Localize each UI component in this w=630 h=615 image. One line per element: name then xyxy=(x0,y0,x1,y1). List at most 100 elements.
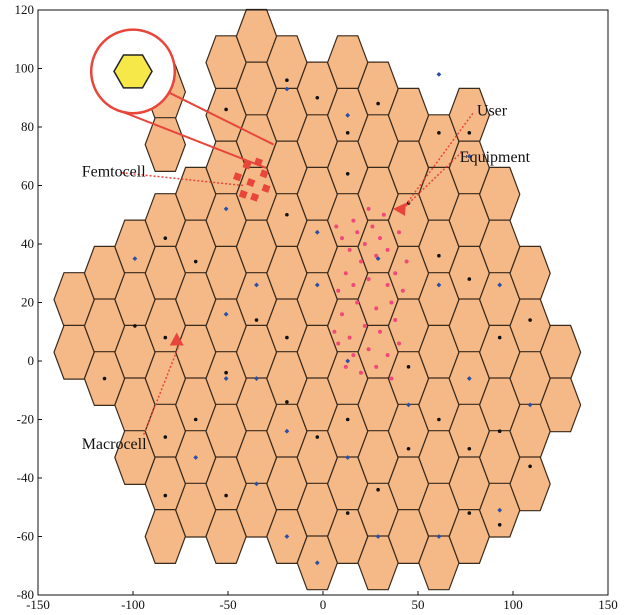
x-tick-label: -50 xyxy=(219,597,236,612)
hotspot-user-point xyxy=(336,288,341,293)
base-station-marker xyxy=(284,86,290,92)
user-equipment-point xyxy=(163,236,168,240)
hotspot-user-point xyxy=(359,259,363,264)
femtocell-marker xyxy=(246,178,256,188)
x-tick-label: 50 xyxy=(412,597,425,612)
base-station-marker xyxy=(223,206,229,212)
user-equipment-group xyxy=(102,78,532,527)
femtocell-hexagon-icon xyxy=(113,54,153,89)
annotation-label-femtocell: Femtocell xyxy=(82,164,147,181)
user-equipment-point xyxy=(163,335,168,340)
femtocell-marker xyxy=(238,189,248,199)
user-equipment-point xyxy=(224,370,228,375)
femtocell-group xyxy=(233,157,271,202)
user-equipment-point xyxy=(406,365,411,369)
macrocell-marker-triangle xyxy=(169,332,184,346)
base-station-marker xyxy=(254,376,259,381)
hotspot-user-point xyxy=(397,230,401,235)
user-equipment-point xyxy=(163,493,168,498)
y-tick-label: 80 xyxy=(21,119,34,134)
y-tick-label: 120 xyxy=(15,2,35,17)
x-tick-label: -100 xyxy=(121,597,145,612)
hotspot-user-point xyxy=(389,376,394,381)
hotspot-user-point xyxy=(397,341,401,346)
base-station-marker xyxy=(223,376,229,381)
user-equipment-point xyxy=(406,446,411,451)
hotspot-user-point xyxy=(374,364,379,369)
femtocell-marker xyxy=(250,192,260,202)
y-tick-label: -20 xyxy=(17,412,34,427)
hotspot-user-point xyxy=(334,224,339,229)
femtocell-marker xyxy=(261,183,271,193)
hotspot-user-point xyxy=(347,335,352,340)
user-equipment-point xyxy=(285,335,289,340)
base-station-marker xyxy=(466,153,472,159)
base-station-marker xyxy=(193,455,199,460)
macrocell-hexagon xyxy=(144,509,187,565)
hotspot-user-point xyxy=(389,300,394,305)
y-tick-label: 20 xyxy=(21,295,34,310)
x-tick-label: -150 xyxy=(26,597,50,612)
base-station-marker xyxy=(314,282,320,288)
x-tick-label: 100 xyxy=(503,597,523,612)
base-station-marker xyxy=(223,311,229,317)
base-station-marker xyxy=(254,282,259,288)
user-equipment-point xyxy=(376,487,380,492)
y-tick-label: 40 xyxy=(21,236,34,251)
hotspot-user-point xyxy=(385,247,390,252)
annotation-group: Femtocell Macrocell User Equipment xyxy=(82,28,531,453)
user-equipment-point xyxy=(497,523,502,527)
user-equipment-point xyxy=(437,131,441,135)
hotspot-user-point xyxy=(374,253,379,258)
y-tick-label: 0 xyxy=(28,353,35,368)
hotspot-user-point xyxy=(362,323,367,328)
user-equipment-point xyxy=(345,511,350,515)
user-equipment-point xyxy=(285,212,289,217)
user-equipment-marker-triangle xyxy=(392,202,406,216)
hotspot-user-point xyxy=(351,282,356,287)
macrocell-grid xyxy=(53,8,582,591)
user-equipment-point xyxy=(345,417,350,422)
y-tick-label: 60 xyxy=(21,178,34,193)
hotspot-user-point xyxy=(400,288,405,293)
hotspot-user-point xyxy=(347,247,352,252)
macrocell-hexagon xyxy=(509,456,551,512)
base-station-marker xyxy=(375,534,381,539)
hotspot-user-point xyxy=(355,230,360,235)
y-tick-label: -40 xyxy=(17,470,34,485)
x-tick-label: 0 xyxy=(320,597,327,612)
user-equipment-point xyxy=(224,493,228,498)
user-equipment-point xyxy=(467,511,472,515)
user-equipment-point xyxy=(467,446,472,451)
annotation-arrow-line xyxy=(121,171,244,187)
user-equipment-point xyxy=(285,78,289,82)
user-equipment-point xyxy=(528,318,532,322)
user-equipment-point xyxy=(224,107,228,112)
annotation-label-equipment: Equipment xyxy=(460,149,531,166)
hotspot-user-point xyxy=(340,236,344,241)
base-station-marker xyxy=(375,256,381,262)
base-station-marker xyxy=(527,402,533,408)
macrocell-hexagon xyxy=(144,117,187,172)
base-station-marker xyxy=(497,507,503,513)
hotspot-user-point xyxy=(359,370,363,375)
x-tick-label: 150 xyxy=(598,597,618,612)
base-station-marker xyxy=(284,534,290,539)
hotspot-user-point xyxy=(332,329,337,334)
user-equipment-point xyxy=(254,318,259,322)
annotation-label-user: User xyxy=(477,102,508,119)
femtocell-marker xyxy=(259,169,269,179)
base-station-marker xyxy=(406,402,411,408)
zoom-callout-line xyxy=(109,106,267,169)
base-station-marker xyxy=(345,455,351,460)
user-equipment-point xyxy=(315,95,320,100)
user-equipment-point xyxy=(133,324,137,328)
hotspot-user-point xyxy=(393,271,398,276)
hotspot-user-point xyxy=(336,341,341,346)
user-equipment-point xyxy=(528,464,532,469)
y-tick-label: -60 xyxy=(17,529,34,544)
y-tick-label: 100 xyxy=(15,61,35,76)
user-equipment-point xyxy=(497,429,502,434)
zoom-callout-line xyxy=(168,91,275,146)
hotspot-user-point xyxy=(355,300,360,305)
